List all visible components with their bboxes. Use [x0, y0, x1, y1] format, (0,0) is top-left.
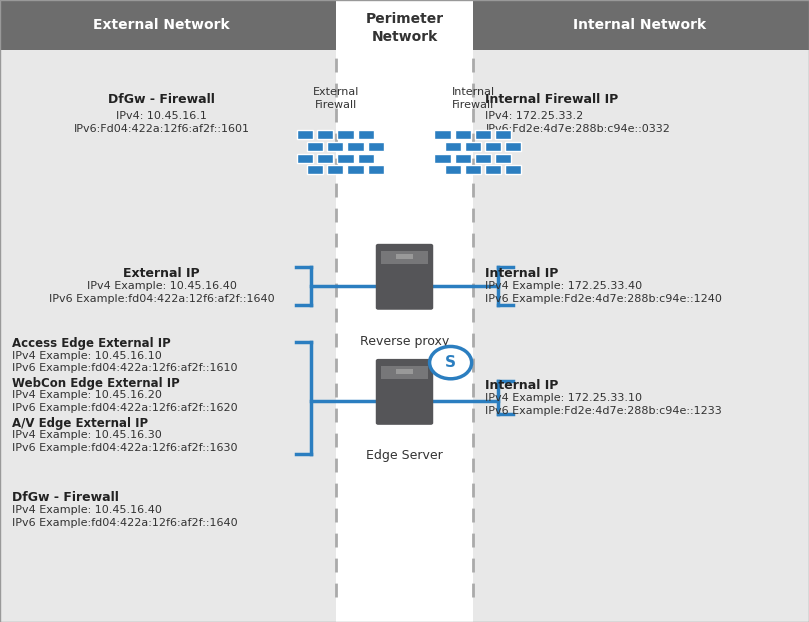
Bar — [475, 154, 491, 163]
Text: External Network: External Network — [94, 18, 230, 32]
Text: External IP: External IP — [124, 267, 200, 281]
Bar — [307, 165, 324, 174]
Text: IPv6 Example:fd04:422a:12f6:af2f::1610: IPv6 Example:fd04:422a:12f6:af2f::1610 — [12, 363, 238, 373]
Text: DfGw - Firewall: DfGw - Firewall — [108, 93, 215, 106]
Text: IPv4: 10.45.16.1: IPv4: 10.45.16.1 — [116, 111, 207, 121]
Bar — [307, 142, 324, 151]
Bar — [434, 154, 451, 163]
Bar — [382, 251, 428, 264]
Text: Edge Server: Edge Server — [366, 449, 443, 462]
FancyBboxPatch shape — [375, 244, 434, 310]
Text: IPv6 Example:Fd2e:4d7e:288b:c94e::1240: IPv6 Example:Fd2e:4d7e:288b:c94e::1240 — [485, 294, 722, 304]
Text: IPv4: 172.25.33.2: IPv4: 172.25.33.2 — [485, 111, 583, 121]
Text: DfGw - Firewall: DfGw - Firewall — [12, 491, 119, 504]
Bar — [317, 130, 333, 139]
Text: Internal
Firewall: Internal Firewall — [451, 87, 495, 110]
Text: IPv6 Example:fd04:422a:12f6:af2f::1640: IPv6 Example:fd04:422a:12f6:af2f::1640 — [49, 294, 274, 304]
Bar — [382, 366, 428, 379]
Bar — [317, 154, 333, 163]
Bar — [473, 0, 809, 622]
Text: IPv4 Example: 10.45.16.40: IPv4 Example: 10.45.16.40 — [87, 281, 237, 291]
Bar — [485, 165, 502, 174]
Text: Internal Network: Internal Network — [573, 18, 705, 32]
Text: IPv4 Example: 10.45.16.20: IPv4 Example: 10.45.16.20 — [12, 390, 162, 400]
Text: IPv4 Example: 10.45.16.10: IPv4 Example: 10.45.16.10 — [12, 351, 162, 361]
Text: IPv6 Example:fd04:422a:12f6:af2f::1620: IPv6 Example:fd04:422a:12f6:af2f::1620 — [12, 403, 238, 413]
Text: IPv6:Fd2e:4d7e:288b:c94e::0332: IPv6:Fd2e:4d7e:288b:c94e::0332 — [485, 124, 671, 134]
Bar — [455, 130, 471, 139]
Text: Access Edge External IP: Access Edge External IP — [12, 337, 171, 350]
Bar — [505, 165, 521, 174]
Bar — [348, 142, 364, 151]
Bar — [396, 254, 413, 259]
Bar — [0, 0, 336, 50]
Text: WebCon Edge External IP: WebCon Edge External IP — [12, 377, 180, 390]
Bar — [336, 0, 473, 622]
Bar — [297, 154, 313, 163]
Bar — [367, 142, 383, 151]
Text: IPv4 Example: 10.45.16.30: IPv4 Example: 10.45.16.30 — [12, 430, 162, 440]
Bar — [475, 130, 491, 139]
Text: IPv6 Example:fd04:422a:12f6:af2f::1630: IPv6 Example:fd04:422a:12f6:af2f::1630 — [12, 443, 238, 453]
Text: IPv4 Example: 172.25.33.10: IPv4 Example: 172.25.33.10 — [485, 393, 642, 403]
Bar — [445, 165, 461, 174]
Bar — [367, 165, 383, 174]
FancyBboxPatch shape — [375, 359, 434, 425]
Bar — [485, 142, 502, 151]
Bar — [434, 130, 451, 139]
Bar — [358, 130, 374, 139]
Bar — [473, 0, 809, 50]
Text: IPv4 Example: 172.25.33.40: IPv4 Example: 172.25.33.40 — [485, 281, 642, 291]
Bar — [337, 154, 354, 163]
Text: IPv6 Example:Fd2e:4d7e:288b:c94e::1233: IPv6 Example:Fd2e:4d7e:288b:c94e::1233 — [485, 406, 722, 416]
Bar — [0, 0, 336, 622]
Text: IPv6 Example:fd04:422a:12f6:af2f::1640: IPv6 Example:fd04:422a:12f6:af2f::1640 — [12, 518, 238, 528]
Bar — [445, 142, 461, 151]
Bar — [348, 165, 364, 174]
Bar — [495, 130, 511, 139]
Bar — [297, 130, 313, 139]
Bar — [327, 142, 343, 151]
Text: IPv4 Example: 10.45.16.40: IPv4 Example: 10.45.16.40 — [12, 505, 162, 515]
Bar — [396, 369, 413, 374]
Bar — [455, 154, 471, 163]
Bar — [464, 165, 481, 174]
Text: A/V Edge External IP: A/V Edge External IP — [12, 417, 148, 430]
Text: Internal IP: Internal IP — [485, 267, 559, 281]
Text: Perimeter
Network: Perimeter Network — [366, 12, 443, 44]
Bar — [505, 142, 521, 151]
Text: External
Firewall: External Firewall — [312, 87, 359, 110]
Bar — [464, 142, 481, 151]
Circle shape — [430, 346, 472, 379]
Bar — [358, 154, 374, 163]
Text: S: S — [445, 355, 456, 370]
Bar — [327, 165, 343, 174]
Bar — [495, 154, 511, 163]
Text: Internal IP: Internal IP — [485, 379, 559, 392]
Text: Internal Firewall IP: Internal Firewall IP — [485, 93, 619, 106]
Text: IPv6:Fd04:422a:12f6:af2f::1601: IPv6:Fd04:422a:12f6:af2f::1601 — [74, 124, 250, 134]
Bar — [337, 130, 354, 139]
Text: Reverse proxy: Reverse proxy — [360, 335, 449, 348]
